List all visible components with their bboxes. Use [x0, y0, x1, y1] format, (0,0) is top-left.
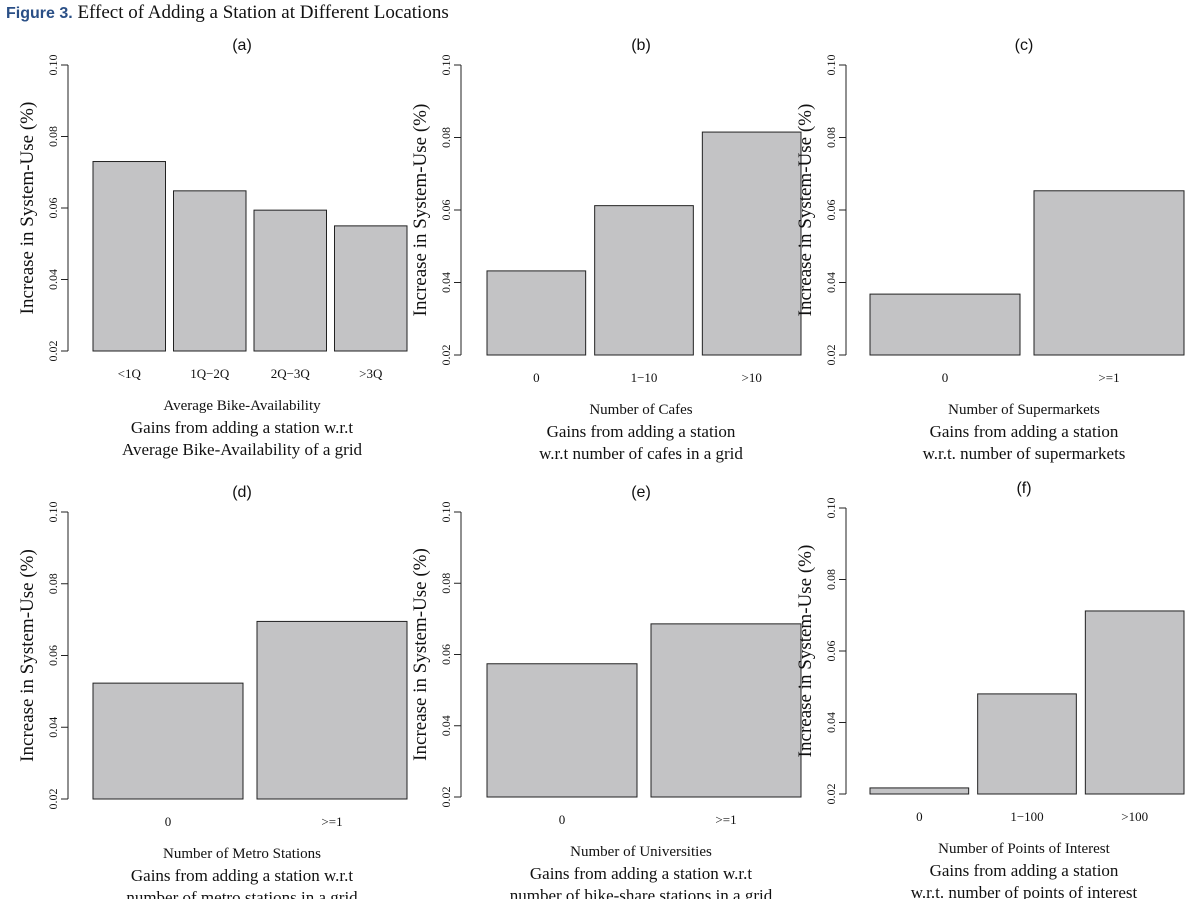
panel-label: (c) — [1015, 37, 1034, 54]
x-category-label: 0 — [559, 812, 566, 827]
x-axis-label: Number of Points of Interest — [938, 841, 1110, 857]
y-tick-label: 0.04 — [46, 717, 60, 738]
y-tick-label: 0.06 — [439, 644, 453, 665]
x-category-label: >10 — [741, 370, 761, 385]
x-category-label: >=1 — [321, 814, 342, 829]
y-axis-label: Increase in System-Use (%) — [17, 549, 38, 762]
x-category-label: 2Q−3Q — [271, 366, 311, 381]
panel-caption-line: Gains from adding a station — [930, 422, 1119, 441]
x-category-label: >100 — [1121, 809, 1148, 824]
bar — [256, 620, 408, 800]
panel-caption-line: Gains from adding a station w.r.t — [131, 418, 353, 437]
y-tick-label: 0.08 — [46, 126, 60, 147]
y-tick-label: 0.10 — [439, 55, 453, 76]
x-category-label: >=1 — [715, 812, 736, 827]
x-axis-label: Number of Supermarkets — [948, 402, 1100, 418]
bar — [486, 663, 638, 798]
x-category-label: 0 — [165, 814, 172, 829]
x-category-label: 0 — [533, 370, 540, 385]
y-tick-label: 0.02 — [824, 345, 838, 366]
bar — [92, 682, 244, 800]
y-tick-label: 0.06 — [46, 198, 60, 219]
panel-caption-line: Gains from adding a station — [930, 861, 1119, 880]
y-tick-label: 0.02 — [439, 345, 453, 366]
y-axis-label: Increase in System-Use (%) — [410, 104, 431, 317]
y-tick-label: 0.10 — [46, 55, 60, 76]
y-tick-label: 0.02 — [46, 341, 60, 362]
figure-label: Figure 3. — [6, 5, 73, 22]
y-tick-label: 0.10 — [439, 502, 453, 523]
x-category-label: 0 — [942, 370, 949, 385]
bar — [1084, 610, 1185, 795]
bar — [334, 225, 408, 352]
panel-caption-line: Gains from adding a station w.r.t — [530, 864, 752, 883]
bar — [92, 161, 166, 352]
x-category-label: 1−100 — [1010, 809, 1043, 824]
y-tick-label: 0.04 — [439, 715, 453, 736]
x-category-label: <1Q — [118, 366, 142, 381]
y-tick-label: 0.08 — [46, 573, 60, 594]
panel-caption-line: number of metro stations in a grid — [126, 888, 358, 899]
y-tick-label: 0.08 — [824, 127, 838, 148]
panel-label: (d) — [232, 484, 252, 501]
panel-caption-line: Gains from adding a station — [547, 422, 736, 441]
panel-label: (a) — [232, 37, 252, 54]
y-tick-label: 0.10 — [824, 55, 838, 76]
y-tick-label: 0.06 — [824, 200, 838, 221]
x-category-label: >3Q — [359, 366, 383, 381]
bar — [253, 209, 327, 352]
y-tick-label: 0.10 — [824, 498, 838, 519]
y-axis-label: Increase in System-Use (%) — [410, 548, 431, 761]
panel-caption-line: Average Bike-Availability of a grid — [122, 440, 363, 459]
figure-title: Figure 3. Effect of Adding a Station at … — [6, 2, 449, 24]
y-tick-label: 0.04 — [824, 272, 838, 293]
bar — [977, 693, 1077, 795]
y-tick-label: 0.02 — [46, 789, 60, 810]
panel-caption-line: number of bike-share stations in a grid — [510, 886, 773, 899]
x-category-label: 0 — [916, 809, 923, 824]
panel-label: (e) — [631, 484, 651, 501]
bar — [486, 270, 587, 356]
x-axis-label: Number of Metro Stations — [163, 846, 321, 862]
x-category-label: 1Q−2Q — [190, 366, 230, 381]
y-tick-label: 0.02 — [439, 787, 453, 808]
figure-title-text: Effect of Adding a Station at Different … — [77, 2, 449, 23]
panel-label: (b) — [631, 37, 651, 54]
bar — [701, 131, 802, 356]
bar — [1033, 190, 1185, 356]
y-tick-label: 0.08 — [824, 569, 838, 590]
y-tick-label: 0.04 — [46, 269, 60, 290]
panel-caption-line: w.r.t. number of points of interest — [911, 883, 1138, 899]
y-axis-label: Increase in System-Use (%) — [795, 545, 816, 758]
y-axis-label: Increase in System-Use (%) — [795, 104, 816, 317]
bar — [173, 190, 247, 352]
panel-label: (f) — [1016, 480, 1031, 497]
y-tick-label: 0.08 — [439, 127, 453, 148]
x-category-label: >=1 — [1098, 370, 1119, 385]
bar — [650, 623, 802, 798]
panel-caption-line: w.r.t. number of supermarkets — [923, 444, 1126, 463]
x-axis-label: Number of Cafes — [589, 402, 692, 418]
x-axis-label: Number of Universities — [570, 844, 712, 860]
panel-caption-line: w.r.t number of cafes in a grid — [539, 444, 743, 463]
y-tick-label: 0.04 — [439, 272, 453, 293]
y-tick-label: 0.06 — [824, 641, 838, 662]
y-tick-label: 0.04 — [824, 712, 838, 733]
y-tick-label: 0.10 — [46, 502, 60, 523]
y-axis-label: Increase in System-Use (%) — [17, 102, 38, 315]
bar — [869, 293, 1021, 356]
bar — [594, 205, 694, 356]
y-tick-label: 0.02 — [824, 784, 838, 805]
y-tick-label: 0.06 — [439, 200, 453, 221]
y-tick-label: 0.06 — [46, 645, 60, 666]
x-axis-label: Average Bike-Availability — [163, 398, 321, 414]
x-category-label: 1−10 — [631, 370, 658, 385]
y-tick-label: 0.08 — [439, 573, 453, 594]
panel-caption-line: Gains from adding a station w.r.t — [131, 866, 353, 885]
bar — [869, 787, 970, 795]
